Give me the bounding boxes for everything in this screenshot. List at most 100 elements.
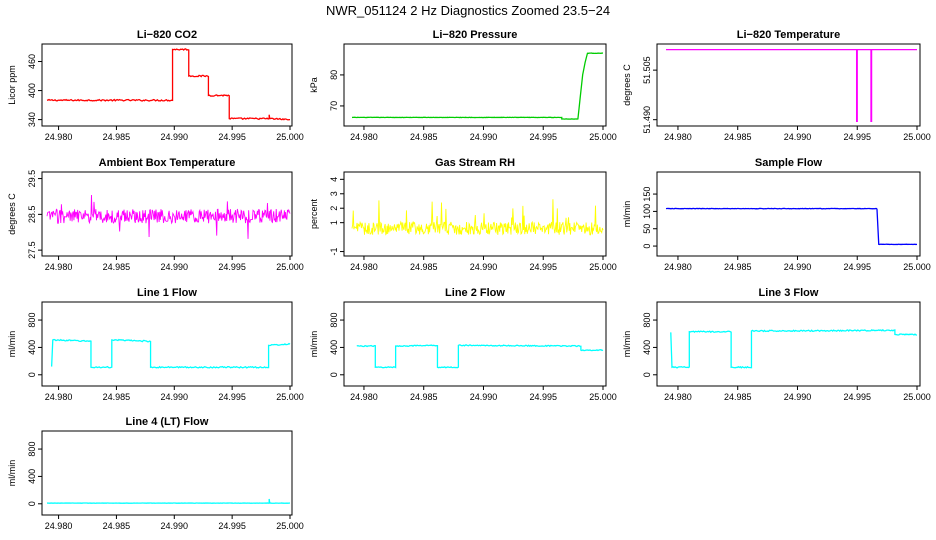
y-tick-label: 4 [329,177,339,182]
y-tick-label: 50 [642,224,652,234]
y-tick-label: 80 [329,70,339,80]
y-tick-label: 400 [27,340,37,355]
y-tick-label: 70 [329,101,339,111]
x-tick-label: 24.985 [103,392,131,402]
x-tick-label: 24.995 [843,392,871,402]
plot-frame [343,301,607,387]
x-tick-label: 24.985 [410,262,438,272]
series-line [666,48,917,122]
y-axis-label: degrees C [622,64,632,106]
y-axis-label: Licor ppm [7,65,17,105]
x-tick-label: 24.985 [724,392,752,402]
y-tick-label: 29.5 [27,170,37,188]
y-tick-label: 0 [329,372,339,377]
chart-panel-8: Line 2 Flow ml/min 24.980 24.985 24.990 24.99… [309,287,617,402]
y-tick-label: 340 [27,112,37,127]
x-tick-label: 24.995 [529,392,557,402]
x-tick-label: 24.995 [529,132,557,142]
x-tick-label: 24.985 [103,132,131,142]
x-tick-label: 24.990 [470,392,498,402]
x-tick-label: 24.980 [45,262,73,272]
series-line [50,338,291,369]
plot-frame [41,43,293,127]
series-line [665,207,918,246]
chart-title: Line 3 Flow [759,287,819,299]
series-line [46,48,291,121]
x-tick-label: 24.980 [45,521,73,531]
x-tick-label: 24.995 [218,521,246,531]
x-tick-label: 24.990 [470,132,498,142]
chart-panel-6: Sample Flow ml/min 24.980 24.985 24.990 24.99… [622,157,931,272]
series-line [351,199,604,236]
chart-panel-2: Li−820 Pressure kPa 24.980 24.985 24.990 24.9… [309,29,617,142]
chart-title: Li−820 Pressure [433,29,518,41]
x-tick-label: 25.000 [903,132,931,142]
y-tick-label: 1 [329,220,339,225]
plot-frame [41,430,293,516]
plot-frame [343,171,607,257]
x-tick-label: 24.980 [664,262,692,272]
x-tick-label: 24.980 [45,392,73,402]
x-tick-label: 25.000 [276,392,304,402]
series-line [356,344,604,369]
chart-title: Line 2 Flow [445,287,505,299]
y-tick-label: 400 [27,83,37,98]
plot-frame [656,43,921,127]
x-tick-label: 24.985 [724,262,752,272]
y-tick-label: 800 [329,313,339,328]
y-tick-label: 800 [27,313,37,328]
x-tick-label: 24.990 [470,262,498,272]
chart-title: Line 1 Flow [137,287,197,299]
chart-panel-10: Line 4 (LT) Flow ml/min 24.980 24.985 24.990… [7,416,304,531]
chart-panel-4: Ambient Box Temperature degrees C 24.980 24… [7,157,304,272]
chart-title: Ambient Box Temperature [99,157,236,169]
x-tick-label: 25.000 [589,262,617,272]
chart-panel-9: Line 3 Flow ml/min 24.980 24.985 24.990 24.99… [622,287,931,402]
series-line [46,195,291,239]
y-tick-label: 0 [642,244,652,249]
y-tick-label: 51.490 [642,106,652,134]
plot-frame [656,301,921,387]
x-tick-label: 24.990 [784,132,812,142]
x-tick-label: 25.000 [276,262,304,272]
x-tick-label: 24.990 [784,262,812,272]
y-tick-label: 400 [27,469,37,484]
panels: Li−820 CO2 Licor ppm 24.980 24.985 24.990 24.… [7,29,931,531]
y-tick-label: 51.505 [642,56,652,84]
x-tick-label: 24.990 [161,392,189,402]
series-line [670,328,917,369]
y-tick-label: 400 [329,340,339,355]
x-tick-label: 25.000 [903,262,931,272]
x-tick-label: 24.995 [218,262,246,272]
plot-frame [41,301,293,387]
chart-title: Li−820 Temperature [737,29,840,41]
y-tick-label: 3 [329,191,339,196]
series-line [351,52,604,120]
chart-title: Line 4 (LT) Flow [126,416,209,428]
x-tick-label: 24.995 [218,132,246,142]
y-axis-label: ml/min [622,331,632,358]
x-tick-label: 25.000 [903,392,931,402]
chart-panel-7: Line 1 Flow ml/min 24.980 24.985 24.990 24.99… [7,287,304,402]
x-tick-label: 24.985 [724,132,752,142]
plot-frame [343,43,607,127]
x-tick-label: 24.990 [161,132,189,142]
x-tick-label: 24.980 [350,392,378,402]
y-tick-label: 0 [642,372,652,377]
x-tick-label: 24.985 [410,392,438,402]
y-tick-label: 2 [329,206,339,211]
x-tick-label: 24.990 [161,521,189,531]
x-tick-label: 24.995 [843,262,871,272]
chart-panel-1: Li−820 CO2 Licor ppm 24.980 24.985 24.990 24.… [7,29,304,142]
x-tick-label: 25.000 [276,521,304,531]
figure-suptitle: NWR_051124 2 Hz Diagnostics Zoomed 23.5−… [326,3,610,18]
x-tick-label: 24.995 [843,132,871,142]
x-tick-label: 24.980 [45,132,73,142]
y-axis-label: ml/min [7,331,17,358]
x-tick-label: 25.000 [276,132,304,142]
y-axis-label: kPa [309,77,319,93]
chart-title: Li−820 CO2 [137,29,197,41]
chart-title: Sample Flow [755,157,823,169]
